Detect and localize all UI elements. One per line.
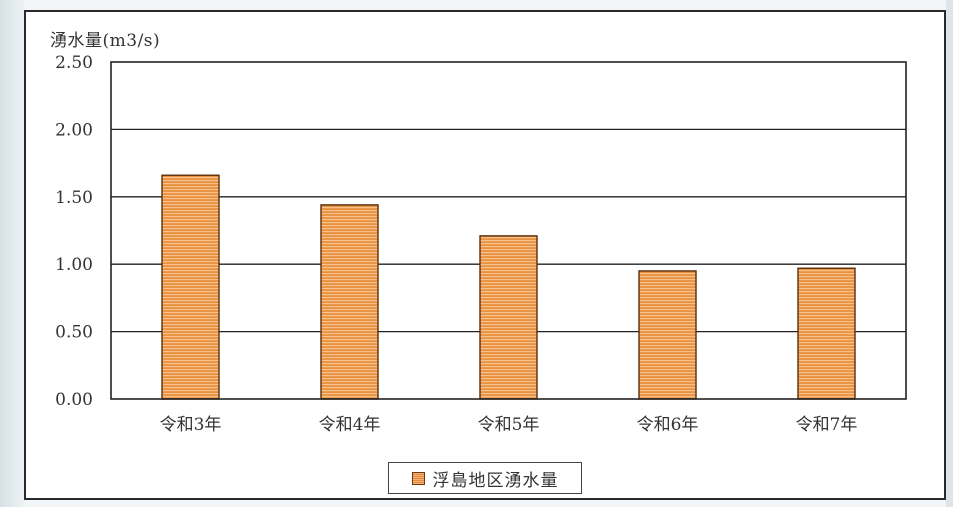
y-tick-label: 1.00 (55, 255, 93, 275)
y-tick-label: 0.50 (55, 323, 93, 343)
plot-area (110, 61, 907, 400)
x-tick-label: 令和4年 (319, 415, 381, 435)
bar (638, 270, 697, 400)
x-tick-label: 令和3年 (160, 415, 222, 435)
legend-swatch (411, 471, 425, 485)
y-tick-label: 2.00 (55, 120, 93, 140)
y-axis-title: 湧水量(m3/s) (50, 31, 161, 51)
y-tick-label: 0.00 (55, 390, 93, 410)
y-tick-label: 1.50 (55, 188, 93, 208)
bar (161, 174, 220, 400)
y-tick-label: 2.50 (55, 53, 93, 73)
bar (479, 235, 538, 400)
background-scrap (0, 0, 24, 507)
bar (320, 204, 379, 400)
legend-label: 浮島地区湧水量 (432, 470, 559, 491)
legend: 浮島地区湧水量 (388, 462, 582, 494)
x-tick-label: 令和5年 (478, 415, 540, 435)
x-tick-label: 令和7年 (796, 415, 858, 435)
bar (797, 267, 856, 400)
background-scrap (946, 0, 953, 507)
x-tick-label: 令和6年 (637, 415, 699, 435)
